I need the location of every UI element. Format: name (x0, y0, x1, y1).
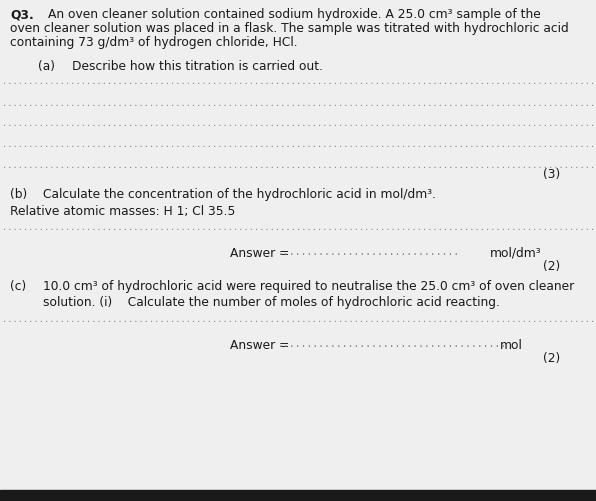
Text: oven cleaner solution was placed in a flask. The sample was titrated with hydroc: oven cleaner solution was placed in a fl… (10, 22, 569, 35)
Text: (2): (2) (543, 260, 560, 273)
Bar (0, 490, 596, 501)
Text: 10.0 cm³ of hydrochloric acid were required to neutralise the 25.0 cm³ of oven c: 10.0 cm³ of hydrochloric acid were requi… (43, 280, 575, 293)
Text: Relative atomic masses: H 1; Cl 35.5: Relative atomic masses: H 1; Cl 35.5 (10, 204, 235, 217)
Text: containing 73 g/dm³ of hydrogen chloride, HCl.: containing 73 g/dm³ of hydrogen chloride… (10, 36, 297, 49)
Text: Describe how this titration is carried out.: Describe how this titration is carried o… (72, 60, 323, 73)
Text: ................................................................................: ........................................… (0, 140, 596, 149)
Text: ................................................................................: ........................................… (0, 119, 596, 128)
Text: (b): (b) (10, 188, 27, 200)
Text: Answer =: Answer = (230, 246, 293, 260)
Text: Calculate the concentration of the hydrochloric acid in mol/dm³.: Calculate the concentration of the hydro… (43, 188, 436, 200)
Text: ................................................................................: ........................................… (0, 161, 596, 170)
Text: (c): (c) (10, 280, 26, 293)
Text: mol: mol (500, 338, 523, 351)
Text: (3): (3) (543, 168, 560, 181)
Text: ...............................: ............................... (278, 246, 460, 257)
Text: ................................................................................: ........................................… (0, 98, 596, 107)
Text: ................................................................................: ........................................… (0, 315, 596, 324)
Text: ................................................................................: ........................................… (0, 223, 596, 232)
Text: (a): (a) (38, 60, 55, 73)
Text: ................................................................................: ........................................… (0, 77, 596, 86)
Text: (2): (2) (543, 351, 560, 364)
Text: Q3.: Q3. (10, 8, 34, 21)
Text: solution. (i)    Calculate the number of moles of hydrochloric acid reacting.: solution. (i) Calculate the number of mo… (43, 296, 500, 309)
Text: Answer =: Answer = (230, 338, 293, 351)
Text: .......................................: ....................................... (278, 338, 507, 348)
Text: An oven cleaner solution contained sodium hydroxide. A 25.0 cm³ sample of the: An oven cleaner solution contained sodiu… (48, 8, 541, 21)
Text: mol/dm³: mol/dm³ (490, 246, 542, 260)
